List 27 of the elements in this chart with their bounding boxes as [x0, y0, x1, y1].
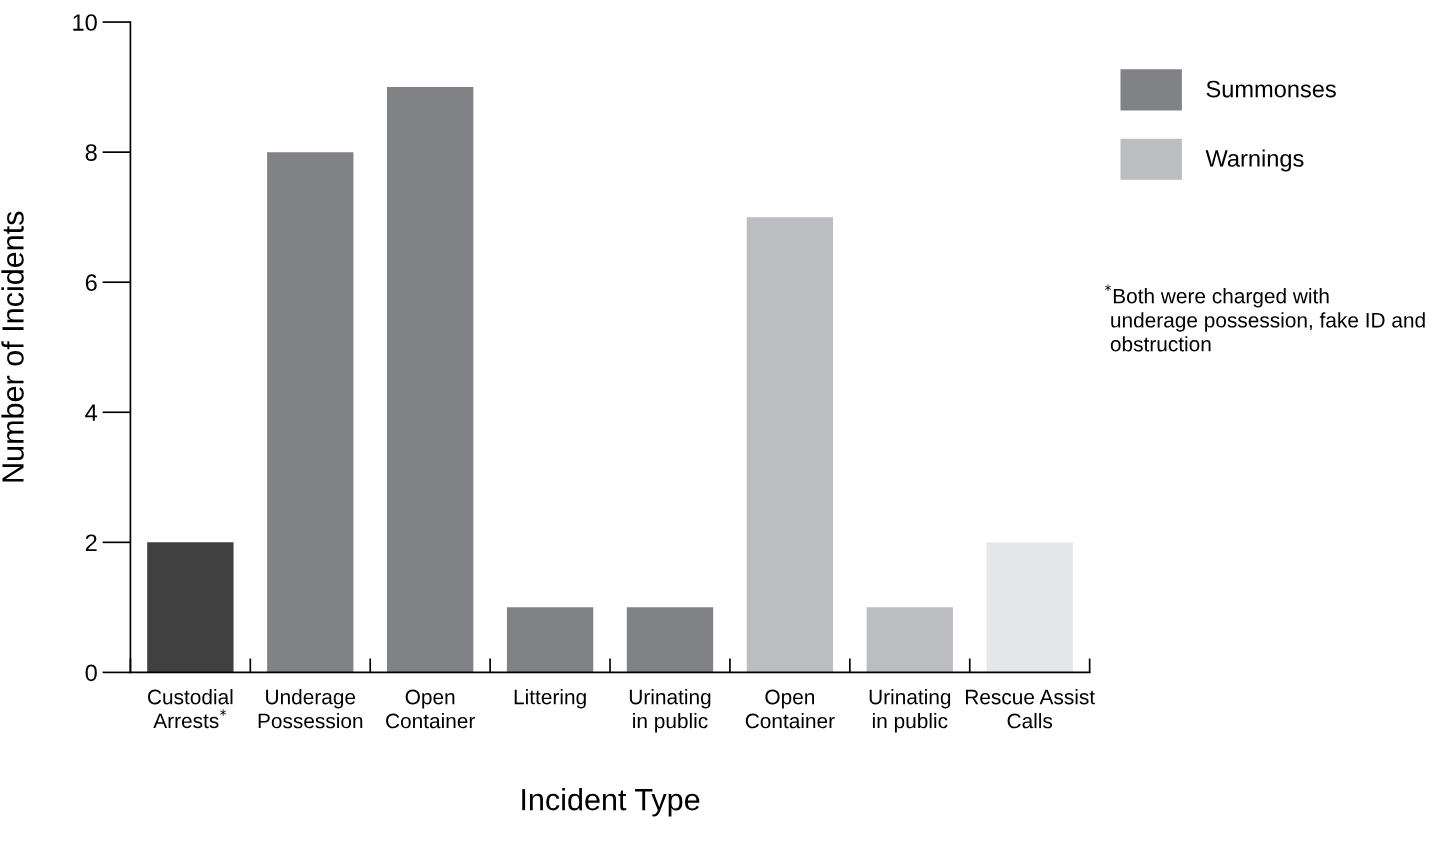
bar [866, 607, 953, 673]
bar [626, 607, 714, 673]
x-tick-label: Open Container [386, 689, 475, 729]
bar [986, 542, 1073, 673]
legend-label: Warnings [1205, 149, 1304, 172]
bar [147, 542, 234, 673]
x-tick-label: Urinating in public [869, 689, 951, 733]
x-tick-label: Open Container [745, 689, 835, 729]
y-tick-label: 10 [73, 14, 97, 31]
x-tick-label: Urinating in public [629, 689, 711, 733]
bar [506, 607, 594, 673]
y-tick-label: 2 [85, 534, 97, 551]
bar [746, 217, 834, 673]
x-axis-title: Incident Type [522, 788, 700, 817]
y-tick-label: 6 [85, 274, 97, 291]
bar [267, 152, 354, 673]
x-tick-label: Littering [514, 689, 586, 709]
y-axis-title: Number of Incidents [1, 211, 24, 482]
y-tick-label: 8 [85, 144, 97, 161]
text: $^{*}$Both were charged with underage possession, fake ID and obstruction [1104, 284, 1425, 352]
x-tick-label: Underage Possession [258, 689, 363, 729]
x-tick-label: Rescue Assist Calls [965, 689, 1095, 729]
x-tick-label: Custodial Arrests$^{*}$ [148, 689, 233, 729]
y-tick-label: 0 [85, 664, 97, 682]
legend-label: Summonses [1206, 80, 1336, 98]
bar [387, 87, 474, 673]
y-tick-label: 4 [85, 404, 98, 421]
